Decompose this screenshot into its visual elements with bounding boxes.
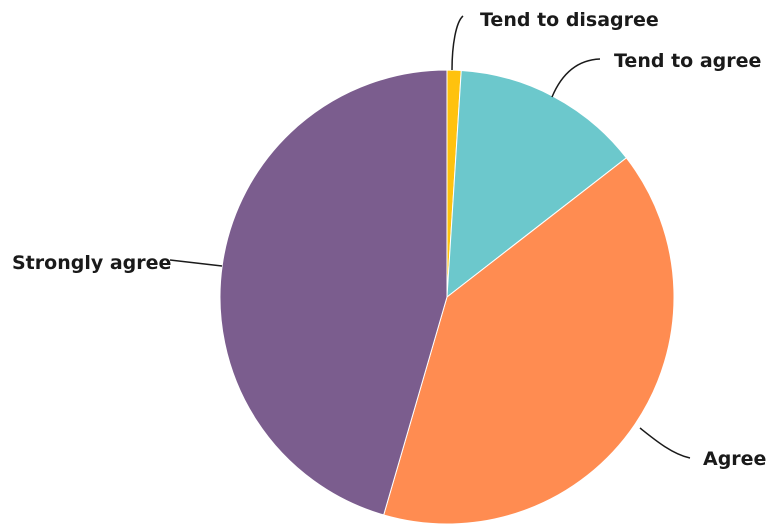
leader-line-agree [639, 427, 691, 459]
slice-labels: Tend to disagree Tend to agree Agree Str… [12, 9, 766, 470]
pie-slice-agree [383, 157, 675, 525]
label-agree: Agree [703, 448, 766, 470]
leader-lines [169, 15, 691, 459]
label-strongly-agree: Strongly agree [12, 252, 171, 274]
pie-slices [219, 69, 675, 525]
leader-line-tend-to-disagree [451, 15, 464, 71]
pie-slice-strongly-agree [219, 69, 448, 516]
leader-line-strongly-agree [169, 259, 223, 267]
label-tend-to-agree: Tend to agree [614, 50, 761, 72]
pie-slice-tend-to-agree [446, 69, 628, 299]
label-tend-to-disagree: Tend to disagree [480, 9, 659, 31]
leader-line-tend-to-agree [551, 58, 601, 98]
